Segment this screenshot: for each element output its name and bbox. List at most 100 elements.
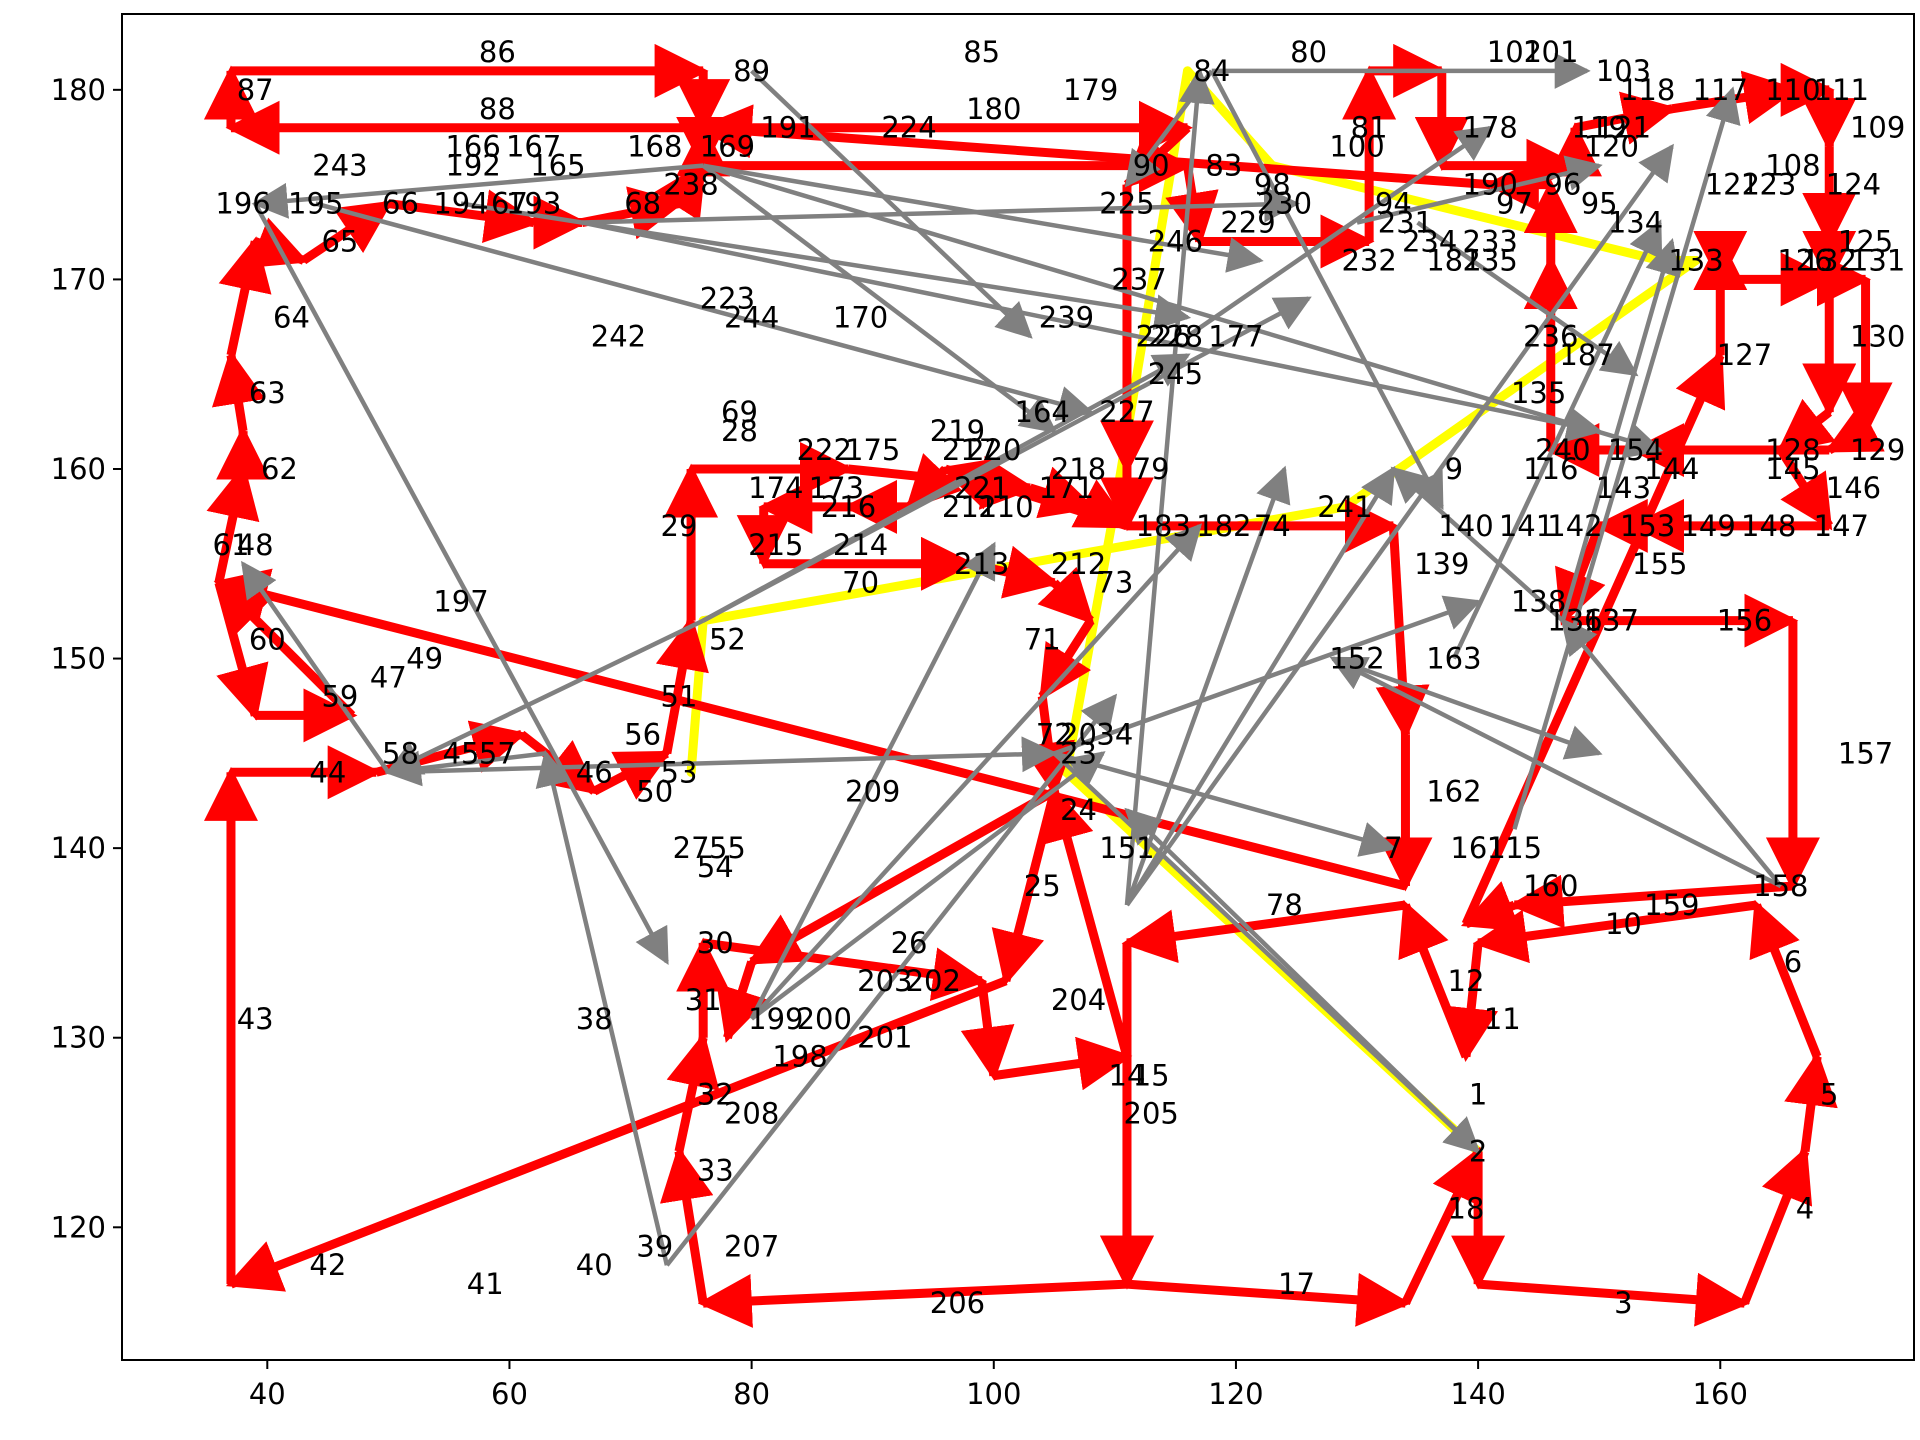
node-label: 122 <box>1705 168 1760 202</box>
node-label: 217 <box>942 433 997 467</box>
node-label: 56 <box>624 717 661 751</box>
node-label: 72 <box>1036 717 1073 751</box>
node-label: 84 <box>1193 54 1230 88</box>
node-label: 202 <box>906 964 961 998</box>
node-label: 2 <box>1469 1134 1487 1168</box>
path-segment <box>697 104 1491 190</box>
node-label: 123 <box>1741 168 1796 202</box>
node-label: 51 <box>661 679 698 713</box>
node-label: 234 <box>1402 224 1457 258</box>
link-segment <box>750 69 1033 339</box>
node-label: 34 <box>1096 717 1133 751</box>
node-label: 228 <box>1148 319 1203 353</box>
node-label: 26 <box>891 926 928 960</box>
link-segment <box>1329 656 1782 889</box>
path-segment <box>225 976 1008 1292</box>
plot-frame <box>121 13 1915 1361</box>
node-label: 121 <box>1596 111 1651 145</box>
node-label: 30 <box>697 926 734 960</box>
node-label: 110 <box>1765 73 1820 107</box>
node-label: 96 <box>1544 168 1581 202</box>
node-label: 103 <box>1596 54 1651 88</box>
node-label: 181 <box>1426 243 1481 277</box>
node-label: 102 <box>1487 35 1542 69</box>
link-segment <box>1390 466 1565 623</box>
node-label: 167 <box>506 130 561 164</box>
node-label: 24 <box>1060 793 1097 827</box>
x-tick-label: 60 <box>491 1377 528 1411</box>
node-label: 83 <box>1205 149 1242 183</box>
x-tick-label: 80 <box>733 1377 770 1411</box>
node-label: 53 <box>661 755 698 789</box>
node-label: 5 <box>1820 1078 1838 1112</box>
node-label: 139 <box>1414 547 1469 581</box>
path-segment <box>206 463 260 584</box>
node-label: 25 <box>1024 869 1061 903</box>
node-label: 57 <box>479 736 516 770</box>
path-segment <box>746 787 1057 966</box>
node-label: 42 <box>309 1248 346 1282</box>
node-label: 111 <box>1814 73 1869 107</box>
node-label: 132 <box>1802 243 1857 277</box>
node-label: 71 <box>1024 623 1061 657</box>
node-label: 120 <box>1584 130 1639 164</box>
node-label: 208 <box>724 1097 779 1131</box>
node-label: 7 <box>1384 831 1402 865</box>
path-segment <box>697 1273 1128 1328</box>
node-label: 74 <box>1254 509 1291 543</box>
node-label: 144 <box>1644 452 1699 486</box>
node-label: 157 <box>1838 736 1893 770</box>
node-label: 169 <box>700 130 755 164</box>
node-label: 151 <box>1099 831 1154 865</box>
node-label: 81 <box>1351 111 1388 145</box>
node-label: 148 <box>1741 509 1796 543</box>
link-segment <box>1512 86 1741 830</box>
node-label: 65 <box>321 224 358 258</box>
node-label: 78 <box>1266 888 1303 922</box>
node-label: 161 <box>1450 831 1505 865</box>
node-label: 149 <box>1680 509 1735 543</box>
y-tick-label: 170 <box>51 262 106 296</box>
path-segment <box>1398 899 1471 1059</box>
node-label: 129 <box>1850 433 1905 467</box>
node-label: 165 <box>530 149 585 183</box>
node-label: 9 <box>1445 452 1463 486</box>
node-label: 166 <box>445 130 500 164</box>
node-label: 59 <box>321 679 358 713</box>
path-segment <box>387 189 540 244</box>
node-label: 233 <box>1463 224 1518 258</box>
path-segment <box>1740 1146 1813 1305</box>
node-label: 227 <box>1099 395 1154 429</box>
node-label: 124 <box>1826 168 1881 202</box>
node-label: 17 <box>1278 1267 1315 1301</box>
node-label: 58 <box>382 736 419 770</box>
node-label: 168 <box>627 130 682 164</box>
node-label: 180 <box>966 92 1021 126</box>
node-label: 240 <box>1535 433 1590 467</box>
gray-link-layer <box>241 52 1783 1267</box>
path-segment <box>940 457 1129 531</box>
node-label: 162 <box>1426 774 1481 808</box>
node-label: 49 <box>406 642 443 676</box>
node-label: 11 <box>1484 1002 1521 1036</box>
link-segment <box>665 693 1118 1267</box>
node-label: 179 <box>1063 73 1118 107</box>
path-segment <box>213 568 1407 891</box>
node-label: 232 <box>1341 243 1396 277</box>
node-label: 177 <box>1208 319 1263 353</box>
y-tick-label: 150 <box>51 642 106 676</box>
node-label: 239 <box>1039 300 1094 334</box>
node-label: 230 <box>1257 187 1312 221</box>
node-label: 231 <box>1378 206 1433 240</box>
link-segment <box>1416 220 1639 377</box>
path-segment <box>905 453 963 511</box>
link-segment <box>1053 751 1397 857</box>
path-segment <box>301 199 393 265</box>
node-label: 15 <box>1133 1059 1170 1093</box>
node-label: 48 <box>237 528 274 562</box>
node-label: 204 <box>1051 983 1106 1017</box>
node-label: 39 <box>636 1229 673 1263</box>
node-label: 203 <box>857 964 912 998</box>
node-label: 158 <box>1753 869 1808 903</box>
